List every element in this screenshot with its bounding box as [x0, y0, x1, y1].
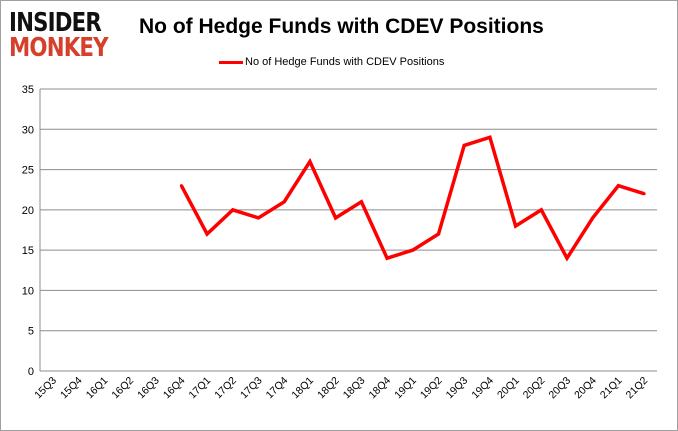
data-point [308, 160, 312, 164]
data-point [205, 232, 209, 236]
y-tick-label: 10 [22, 285, 34, 297]
y-tick-label: 20 [22, 205, 34, 217]
x-tick-label: 19Q1 [392, 375, 419, 402]
x-tick-label: 17Q2 [212, 375, 239, 402]
x-tick-label: 16Q1 [84, 375, 111, 402]
x-tick-label: 19Q3 [444, 375, 471, 402]
data-point [359, 200, 363, 204]
legend-swatch [219, 60, 243, 64]
x-tick-label: 20Q1 [495, 375, 522, 402]
logo-line1: INSIDER [9, 8, 102, 38]
x-tick-label: 20Q2 [521, 375, 548, 402]
data-point [539, 208, 543, 212]
y-tick-label: 30 [22, 124, 34, 136]
y-tick-label: 25 [22, 165, 34, 177]
x-tick-label: 21Q2 [624, 375, 651, 402]
x-tick-label: 15Q3 [32, 375, 59, 402]
data-point [231, 208, 235, 212]
x-tick-label: 16Q3 [135, 375, 162, 402]
x-tick-label: 18Q4 [367, 375, 394, 402]
x-tick-label: 20Q3 [546, 375, 573, 402]
data-point [436, 232, 440, 236]
data-point [462, 143, 466, 147]
data-point [565, 256, 569, 260]
y-tick-label: 5 [28, 326, 34, 338]
x-tick-label: 18Q3 [341, 375, 368, 402]
x-tick-label: 17Q4 [264, 375, 291, 402]
x-tick-label: 17Q1 [187, 375, 214, 402]
insider-monkey-logo: INSIDER MONKEY [9, 8, 127, 63]
data-point [488, 135, 492, 139]
chart-title: No of Hedge Funds with CDEV Positions [139, 15, 544, 38]
data-point [179, 184, 183, 188]
data-point [591, 216, 595, 220]
x-tick-label: 20Q4 [572, 375, 599, 402]
x-tick-label: 18Q1 [289, 375, 316, 402]
x-tick-label: 17Q3 [238, 375, 265, 402]
data-point [616, 184, 620, 188]
series-line [179, 135, 645, 262]
x-tick-label: 16Q4 [161, 375, 188, 402]
data-point [411, 248, 415, 252]
x-tick-label: 16Q2 [109, 375, 136, 402]
data-point [514, 224, 518, 228]
data-point [642, 192, 646, 196]
data-point [257, 216, 261, 220]
legend-label: No of Hedge Funds with CDEV Positions [245, 56, 445, 68]
data-point [385, 256, 389, 260]
x-tick-label: 19Q4 [469, 375, 496, 402]
x-tick-label: 21Q1 [598, 375, 625, 402]
logo-line2: MONKEY [9, 33, 109, 63]
legend: No of Hedge Funds with CDEV Positions [219, 56, 444, 68]
y-tick-label: 35 [22, 84, 34, 96]
data-point [282, 200, 286, 204]
x-tick-label: 19Q2 [418, 375, 445, 402]
x-tick-label: 18Q2 [315, 375, 342, 402]
data-point [334, 216, 338, 220]
y-tick-label: 15 [22, 245, 34, 257]
y-tick-label: 0 [28, 366, 34, 378]
x-tick-label: 15Q4 [58, 375, 85, 402]
